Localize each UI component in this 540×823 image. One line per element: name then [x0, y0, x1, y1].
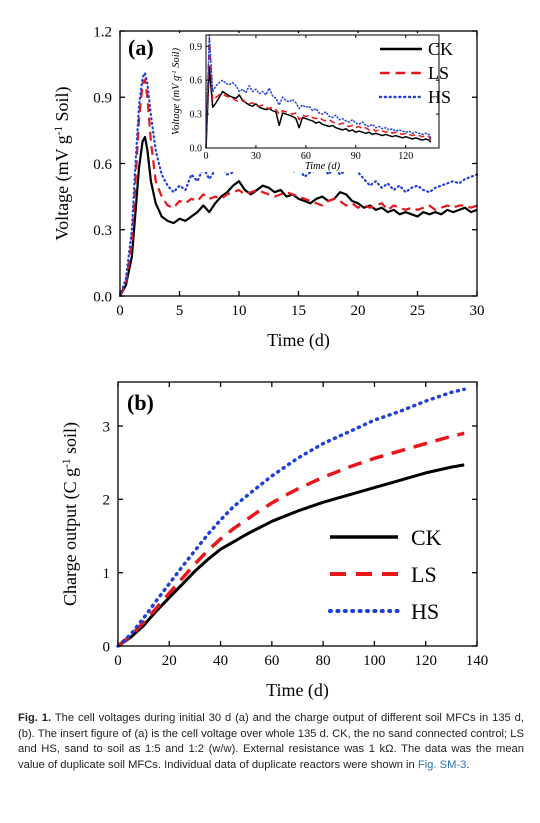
series-ls-line	[118, 78, 478, 297]
x-tick-label: 20	[351, 303, 366, 319]
figure-caption: Fig. 1. The cell voltages during initial…	[18, 711, 524, 773]
legend-b: CK LS HS	[328, 525, 442, 624]
y-tick-label: 0.0	[190, 144, 203, 155]
x-tick-label: 25	[410, 303, 425, 319]
panel-label-b: (b)	[127, 390, 154, 415]
legend-b-label-ls: LS	[411, 562, 437, 587]
series-hs-line	[205, 34, 432, 149]
x-tick-label: 120	[398, 151, 413, 162]
x-tick-label: 10	[232, 303, 247, 319]
caption-text: The cell voltages during initial 30 d (a…	[18, 712, 525, 771]
x-tick-label: 40	[213, 653, 228, 669]
series-ck-line	[119, 135, 478, 297]
legend-a-background	[375, 36, 471, 102]
panel-label-a: (a)	[128, 35, 154, 60]
x-tick-label: 60	[301, 151, 311, 162]
x-tick-label: 140	[466, 653, 489, 669]
series-hs-line	[118, 71, 479, 298]
y-tick-label: 0.3	[93, 223, 112, 239]
y-axis-title: Charge output (C g-1 soil)	[60, 422, 81, 606]
series-ls-line	[205, 37, 432, 149]
y-tick-label: 0.9	[93, 91, 112, 107]
x-tick-label: 20	[162, 653, 177, 669]
x-tick-label: 90	[351, 151, 361, 162]
chart-panel-b: 0 20 40 60 80 100 120 140 0 1 2 3 Time (d) Charge out…	[60, 381, 489, 700]
y-tick-label: 1.2	[93, 24, 112, 40]
legend-b-label-hs: HS	[411, 599, 439, 624]
caption-end: .	[466, 758, 470, 771]
y-axis-title: Voltage (mV g-1 Soil)	[52, 86, 73, 240]
x-tick-label: 30	[251, 151, 261, 162]
x-tick-label: 80	[316, 653, 331, 669]
x-axis-title: Time (d)	[305, 161, 341, 172]
y-tick-label: 2	[103, 493, 111, 509]
caption-link[interactable]: Fig. SM-3	[417, 758, 467, 771]
y-tick-label: 1	[103, 566, 111, 582]
plot-frame	[205, 34, 440, 149]
x-tick-label: 30	[470, 303, 485, 319]
y-tick-label: 0.6	[93, 157, 112, 173]
plot-frame	[117, 381, 478, 647]
y-axis-title: Voltage (mV g-1 Soil)	[171, 47, 183, 135]
chart-panel-a: 0 5 10 15 20 25 30 0.0 0.3 0.6 0.9 1.2 Time (d) Volta…	[52, 24, 485, 351]
legend-b-label-ck: CK	[411, 525, 442, 550]
x-tick-label: 15	[291, 303, 306, 319]
y-tick-label: 0.3	[190, 110, 203, 121]
y-tick-label: 0.0	[93, 289, 112, 305]
y-tick-label: 0	[103, 639, 111, 655]
x-tick-label: 0	[116, 303, 124, 319]
y-tick-label: 0.6	[190, 76, 203, 87]
x-tick-label: 60	[264, 653, 279, 669]
x-axis-title: Time (d)	[267, 330, 330, 351]
caption-label: Fig. 1.	[18, 712, 52, 724]
x-tick-label: 100	[363, 653, 386, 669]
y-tick-label: 3	[103, 419, 111, 435]
x-axis-title: Time (d)	[266, 680, 329, 700]
series-ls-line	[116, 431, 465, 648]
legend-a-label-ck: CK	[428, 39, 453, 59]
series-ck-line	[117, 463, 465, 648]
x-tick-label: 5	[176, 303, 184, 319]
x-tick-label: 0	[204, 151, 209, 162]
series-hs-line	[116, 387, 466, 648]
x-tick-label: 120	[414, 653, 437, 669]
legend-a-label-hs: HS	[428, 87, 451, 107]
x-tick-label: 0	[114, 653, 122, 669]
y-tick-label: 0.9	[190, 42, 203, 53]
inset-chart: 0 30 60 90 120 0.0 0.3 0.6 0.9 Time (d) Voltage (m…	[171, 34, 440, 172]
